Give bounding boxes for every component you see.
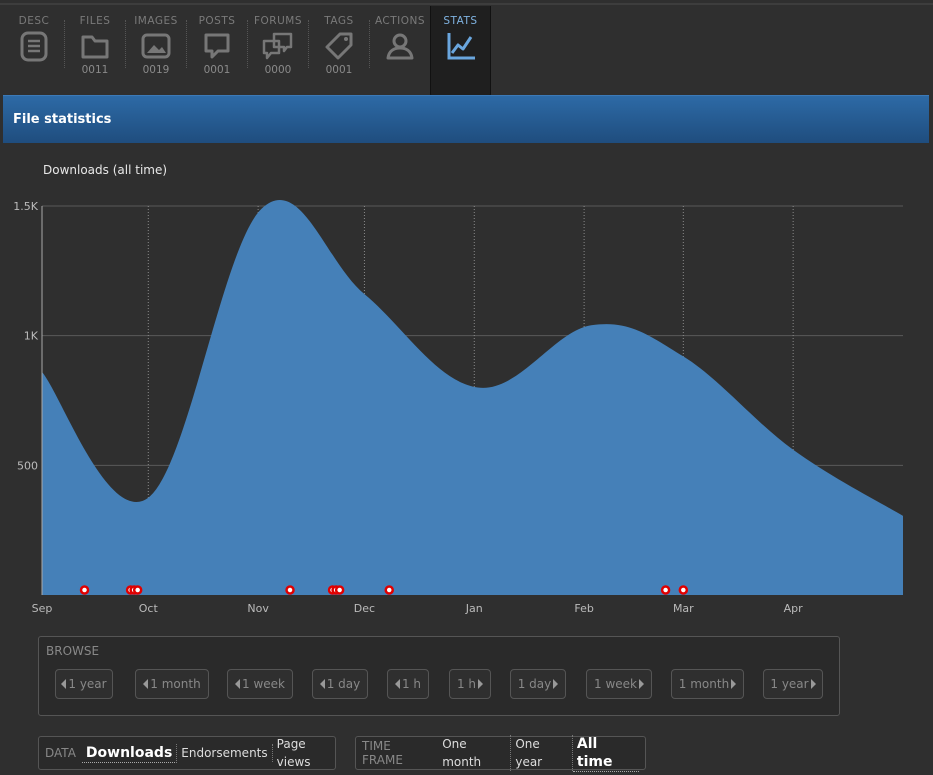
data-option-page-views[interactable]: Page views <box>276 737 311 769</box>
y-tick-label: 1.5K <box>13 200 38 213</box>
timeframe-selector: TIME FRAME One month One year All time <box>355 735 646 772</box>
x-tick-label: Sep <box>32 602 53 615</box>
browse-panel: BROWSE 1 year 1 month 1 week 1 day 1 h 1… <box>38 636 840 716</box>
arrow-right-icon <box>553 679 559 689</box>
downloads-area <box>42 199 903 595</box>
top-divider <box>0 3 933 5</box>
event-marker[interactable] <box>678 585 689 595</box>
tab-separator <box>186 20 187 68</box>
timeframe-label: TIME FRAME <box>362 739 403 767</box>
tab-count: 0001 <box>203 64 231 76</box>
tab-files[interactable]: FILES 0011 <box>65 6 125 90</box>
arrow-left-icon <box>61 679 67 689</box>
tab-images[interactable]: IMAGES 0019 <box>126 6 186 90</box>
data-option-downloads[interactable]: Downloads <box>81 743 178 763</box>
timeframe-option-one-year[interactable]: One year <box>511 735 573 771</box>
browse-label: BROWSE <box>46 644 100 658</box>
tab-label: FORUMS <box>253 15 302 27</box>
speech-bubble-icon <box>204 33 230 59</box>
tab-label: POSTS <box>198 15 236 27</box>
x-tick-label: Apr <box>784 602 804 615</box>
back-1-day-button[interactable]: 1 day <box>312 669 368 699</box>
event-marker[interactable] <box>384 585 394 595</box>
x-tick-label: Feb <box>574 602 593 615</box>
data-option-endorsements[interactable]: Endorsements <box>177 744 273 762</box>
tab-stats[interactable]: STATS <box>430 6 491 98</box>
arrow-right-icon <box>731 679 737 689</box>
forward-1-month-button[interactable]: 1 month <box>671 669 744 699</box>
tab-label: STATS <box>443 15 478 27</box>
forward-1-week-button[interactable]: 1 week <box>586 669 652 699</box>
back-1-week-button[interactable]: 1 week <box>227 669 293 699</box>
back-1-year-button[interactable]: 1 year <box>55 669 113 699</box>
tab-separator <box>247 20 248 68</box>
tab-label: ACTIONS <box>374 15 426 27</box>
tab-separator <box>308 20 309 68</box>
tab-label: TAGS <box>324 15 354 27</box>
image-icon <box>141 33 171 59</box>
data-selector: DATA Downloads Endorsements Page views <box>38 736 336 770</box>
tab-count: 0001 <box>325 64 353 76</box>
y-tick-label: 500 <box>17 459 38 472</box>
back-1-month-button[interactable]: 1 month <box>135 669 209 699</box>
tab-count: 0019 <box>142 64 170 76</box>
y-tick-label: 1K <box>24 330 39 343</box>
tab-posts[interactable]: POSTS 0001 <box>187 6 247 90</box>
event-marker[interactable] <box>79 585 90 595</box>
speech-bubbles-icon <box>262 32 293 60</box>
tab-count: 0000 <box>264 64 292 76</box>
tab-label: IMAGES <box>134 15 178 27</box>
x-tick-label: Jan <box>465 602 483 615</box>
x-tick-label: Mar <box>673 602 694 615</box>
forward-1-day-button[interactable]: 1 day <box>510 669 566 699</box>
tab-bar: DESC FILES 0011 IMAGES 0019 POSTS 0001 F <box>0 6 933 98</box>
chart-title: Downloads (all time) <box>43 163 168 177</box>
timeframe-option-one-month[interactable]: One month <box>438 735 512 771</box>
document-icon <box>20 31 48 62</box>
tab-tags[interactable]: TAGS 0001 <box>309 6 369 90</box>
tab-separator <box>64 20 65 68</box>
tab-desc[interactable]: DESC <box>4 6 64 90</box>
forward-1-hour-button[interactable]: 1 h <box>449 669 491 699</box>
data-label: DATA <box>45 746 76 760</box>
tab-count: 0011 <box>81 64 109 76</box>
event-marker[interactable] <box>285 585 295 595</box>
arrow-left-icon <box>394 679 400 689</box>
tag-icon <box>325 32 353 60</box>
x-tick-label: Dec <box>354 602 375 615</box>
x-tick-label: Oct <box>139 602 159 615</box>
folder-icon <box>81 35 109 59</box>
event-marker[interactable] <box>132 585 143 595</box>
downloads-chart: 500 1K 1.5K Sep Oct Nov Dec Jan Feb Mar Apr <box>13 199 903 615</box>
tab-label: FILES <box>79 15 111 27</box>
back-1-hour-button[interactable]: 1 h <box>387 669 429 699</box>
section-header: File statistics <box>3 95 929 143</box>
event-marker[interactable] <box>334 585 345 595</box>
arrow-left-icon <box>143 679 149 689</box>
tab-separator <box>125 20 126 68</box>
arrow-right-icon <box>478 679 484 689</box>
event-marker[interactable] <box>660 585 671 595</box>
arrow-left-icon <box>319 679 325 689</box>
tab-label: DESC <box>18 15 50 27</box>
user-icon <box>386 33 414 60</box>
timeframe-option-all-time[interactable]: All time <box>572 735 639 772</box>
tab-forums[interactable]: FORUMS 0000 <box>248 6 308 90</box>
arrow-right-icon <box>810 679 816 689</box>
arrow-left-icon <box>235 679 240 689</box>
line-chart-icon <box>447 33 475 60</box>
x-tick-label: Nov <box>247 602 269 615</box>
arrow-right-icon <box>638 679 644 689</box>
forward-1-year-button[interactable]: 1 year <box>763 669 823 699</box>
tab-separator <box>369 20 370 68</box>
tab-actions[interactable]: ACTIONS <box>370 6 430 90</box>
section-title: File statistics <box>13 112 112 127</box>
